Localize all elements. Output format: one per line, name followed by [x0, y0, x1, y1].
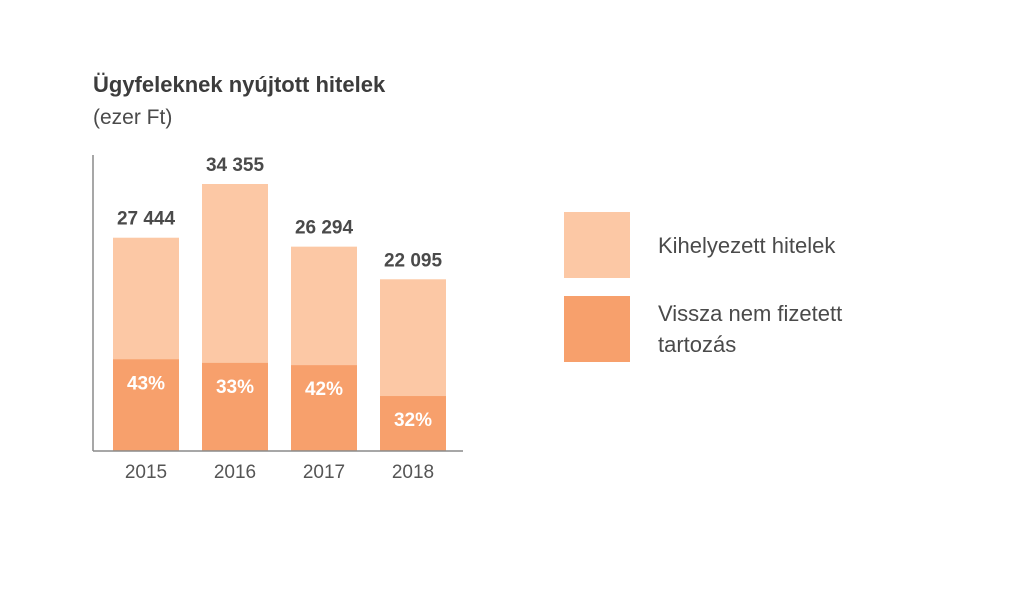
x-tick-label-2018: 2018 [392, 462, 434, 483]
bar-unpaid-2017 [291, 365, 357, 451]
legend-label-vissza-nem-fizetett: Vissza nem fizetett tartozás [658, 301, 843, 357]
x-tick-label-2017: 2017 [303, 462, 345, 483]
percent-label-2015: 43% [127, 373, 165, 394]
value-label-2016: 34 355 [206, 155, 265, 176]
percent-label-2016: 33% [216, 377, 254, 398]
bar-unpaid-2015 [113, 359, 179, 451]
legend-item-kihelyezett: Kihelyezett hitelek [564, 212, 898, 278]
chart-title: Ügyfeleknek nyújtott hitelek [93, 72, 386, 97]
legend-item-vissza-nem-fizetett: Vissza nem fizetett tartozás [564, 296, 898, 362]
x-tick-label-2016: 2016 [214, 462, 256, 483]
value-label-2015: 27 444 [117, 209, 176, 230]
x-tick-label-2015: 2015 [125, 462, 167, 483]
value-label-2018: 22 095 [384, 250, 443, 271]
bar-unpaid-2016 [202, 362, 268, 451]
percent-label-2017: 42% [305, 379, 343, 400]
legend-swatch-vissza-nem-fizetett [564, 296, 630, 362]
legend-label-kihelyezett: Kihelyezett hitelek [658, 233, 836, 258]
percent-label-2018: 32% [394, 410, 432, 431]
chart-subtitle: (ezer Ft) [93, 106, 173, 129]
value-label-2017: 26 294 [295, 218, 354, 239]
bar-unpaid-2018 [380, 396, 446, 451]
legend-swatch-kihelyezett [564, 212, 630, 278]
